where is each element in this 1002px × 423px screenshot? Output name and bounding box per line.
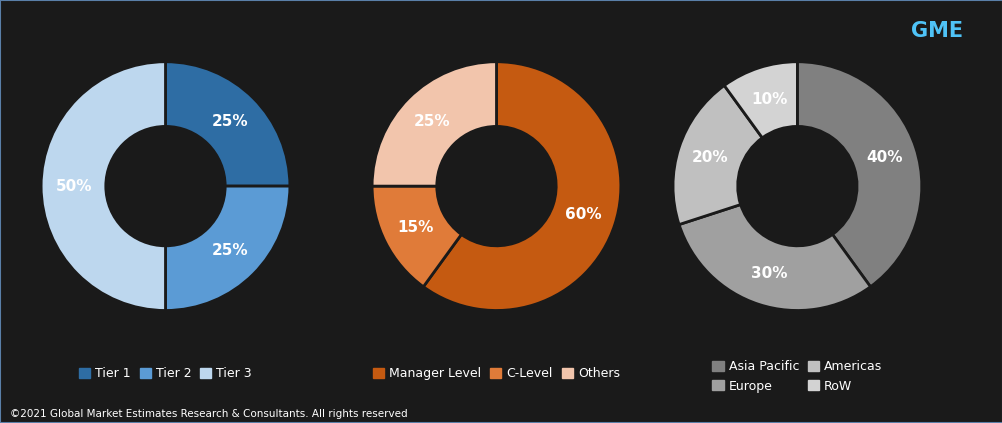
Wedge shape	[372, 62, 496, 186]
Wedge shape	[372, 186, 461, 287]
Wedge shape	[678, 205, 870, 310]
Text: 30%: 30%	[750, 266, 787, 280]
Legend: Manager Level, C-Level, Others: Manager Level, C-Level, Others	[368, 362, 624, 385]
Wedge shape	[165, 186, 290, 310]
Text: 20%: 20%	[691, 150, 728, 165]
Text: 60%: 60%	[564, 207, 601, 222]
Wedge shape	[423, 62, 620, 310]
Wedge shape	[165, 62, 290, 186]
Wedge shape	[797, 62, 921, 287]
Text: ©2021 Global Market Estimates Research & Consultants. All rights reserved: ©2021 Global Market Estimates Research &…	[10, 409, 407, 419]
Text: 10%: 10%	[750, 92, 787, 107]
Text: 25%: 25%	[413, 114, 450, 129]
Wedge shape	[723, 62, 797, 138]
Legend: Tier 1, Tier 2, Tier 3: Tier 1, Tier 2, Tier 3	[74, 362, 257, 385]
Text: 25%: 25%	[211, 243, 248, 258]
Wedge shape	[41, 62, 165, 310]
Text: 40%: 40%	[865, 150, 902, 165]
Text: GME: GME	[910, 21, 962, 41]
Text: 50%: 50%	[56, 179, 92, 194]
Text: 15%: 15%	[397, 220, 433, 235]
Text: 25%: 25%	[211, 114, 248, 129]
Legend: Asia Pacific, Europe, Americas, RoW: Asia Pacific, Europe, Americas, RoW	[706, 355, 887, 398]
Wedge shape	[672, 85, 762, 225]
